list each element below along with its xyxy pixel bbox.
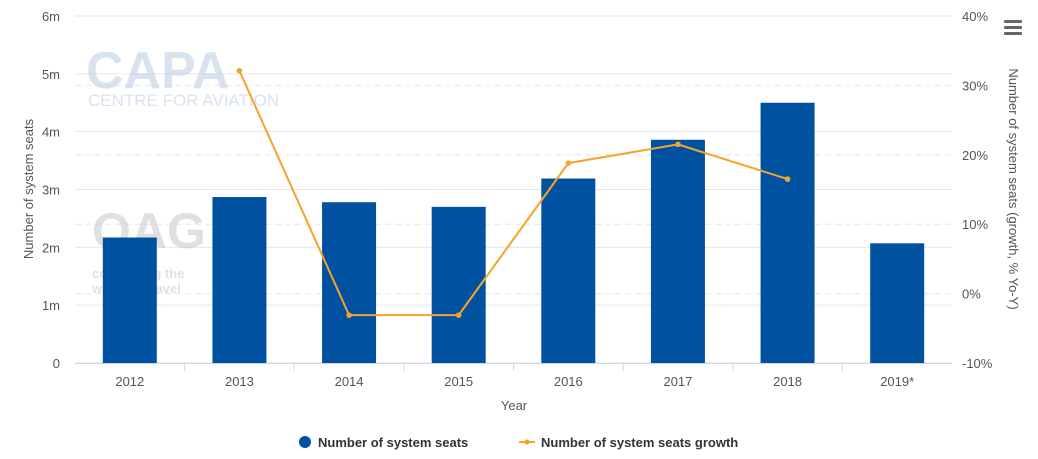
legend-item-seats[interactable]: Number of system seats [299, 435, 468, 450]
axes: 0 1m 2m 3m 4m 5m 6m -10% 0% 10% 20% 30% 40% 2012 2013 2… [42, 9, 993, 389]
y-right-tick-label: 40% [962, 9, 988, 24]
bar [212, 197, 267, 363]
watermark-capa-sub: CENTRE FOR AVIATION [88, 91, 279, 110]
y-right-tick-label: 10% [962, 217, 988, 232]
x-tick-label: 2019* [880, 374, 914, 389]
watermark-capa: CAPA [86, 42, 229, 100]
bar [102, 237, 157, 363]
legend-item-growth[interactable]: Number of system seats growth [519, 435, 738, 450]
legend-symbol-seats [299, 436, 311, 448]
watermark: CAPA CENTRE FOR AVIATION OAG connecting … [86, 42, 279, 296]
growth-point [236, 68, 243, 74]
y-axis-title: Number of system seats [21, 118, 36, 259]
x-tick-label: 2016 [554, 374, 583, 389]
bar [650, 139, 705, 363]
bar [760, 102, 815, 363]
growth-point [675, 141, 681, 148]
y-tick-label: 6m [42, 9, 60, 24]
legend-symbol-growth-marker [524, 439, 530, 445]
bar [870, 243, 925, 363]
x-tick-label: 2014 [335, 374, 364, 389]
y-right-tick-label: 20% [962, 148, 988, 163]
y-tick-label: 3m [42, 183, 60, 198]
x-tick-label: 2017 [663, 374, 692, 389]
growth-point [565, 160, 572, 166]
y-tick-label: 4m [42, 125, 60, 140]
growth-point [455, 312, 462, 318]
line-series [236, 68, 791, 318]
y-right-tick-label: 30% [962, 78, 988, 93]
bar [322, 202, 377, 363]
hamburger-menu-icon [1004, 20, 1022, 23]
y-tick-label: 1m [42, 298, 60, 313]
chart-menu-button[interactable] [1004, 20, 1022, 36]
bar [541, 178, 596, 363]
growth-point [346, 312, 352, 318]
y-tick-label: 2m [42, 240, 60, 255]
x-axis-title: Year [501, 398, 528, 413]
legend: Number of system seats Number of system … [299, 435, 738, 450]
x-tick-label: 2012 [115, 374, 144, 389]
y-right-tick-label: -10% [962, 356, 993, 371]
bar-series [102, 102, 925, 363]
x-tick-label: 2015 [444, 374, 473, 389]
x-tick-label: 2018 [773, 374, 802, 389]
bar [431, 206, 486, 363]
growth-point [784, 176, 791, 182]
x-tick-label: 2013 [225, 374, 254, 389]
y-tick-label: 5m [42, 67, 60, 82]
y-right-axis-title: Number of system seats (growth, % Yo-Y) [1006, 68, 1021, 309]
y-tick-label: 0 [53, 356, 60, 371]
legend-label-seats: Number of system seats [318, 435, 468, 450]
legend-label-growth: Number of system seats growth [541, 435, 738, 450]
y-right-tick-label: 0% [962, 287, 981, 302]
growth-line [238, 70, 788, 317]
